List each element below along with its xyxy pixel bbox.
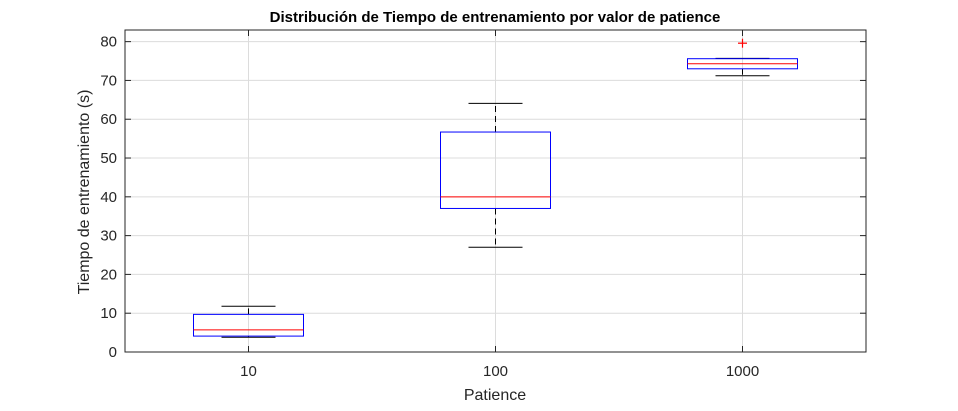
x-tick-label: 10 [240,363,257,380]
y-tick-label: 70 [100,72,117,89]
y-tick-label: 0 [109,344,117,361]
box-iqr [193,313,304,337]
outlier-marker [738,38,747,48]
y-tick-label: 10 [100,305,117,322]
box-group-10 [193,305,304,338]
x-tick-label: 1000 [726,363,759,380]
x-axis-label: Patience [464,387,526,404]
y-tick-label: 30 [100,228,117,245]
y-tick-label: 60 [100,111,117,128]
box-iqr [440,131,551,209]
axis-layer: 0 10 20 30 40 50 60 70 80 10 100 1000 [100,29,867,380]
y-tick-label: 80 [100,34,117,51]
chart-title: Distribución de Tiempo de entrenamiento … [270,9,721,26]
y-tick-label: 40 [100,189,117,206]
y-tick-label: 20 [100,266,117,283]
y-axis-label: Tiempo de entrenamiento (s) [76,90,93,295]
box-layer [193,38,798,338]
box-group-1000 [687,38,798,77]
box-group-100 [440,102,551,248]
grid-layer [125,30,866,353]
x-tick-label: 100 [483,363,508,380]
y-tick-label: 50 [100,150,117,167]
